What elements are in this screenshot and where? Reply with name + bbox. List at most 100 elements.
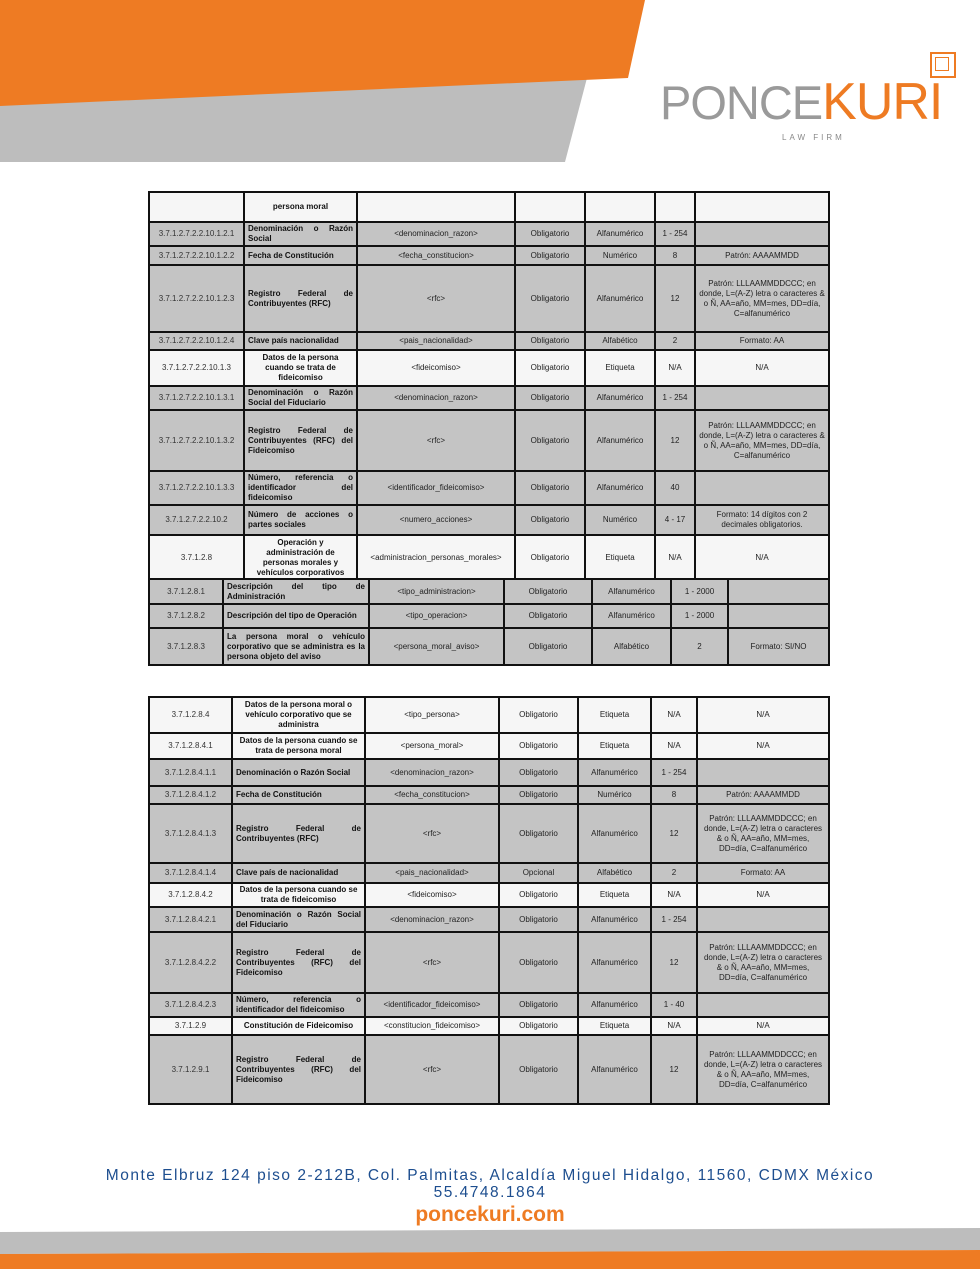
- field-code-cell: 3.7.1.2.7.2.2.10.1.3.1: [148, 385, 245, 411]
- table-row: 3.7.1.2.8.4.1.2 Fecha de Constitución <fec…: [148, 785, 830, 805]
- field-name-cell: Descripción del tipo de Operación: [222, 603, 370, 629]
- xml-tag-cell: <constitucion_fideicomiso>: [364, 1016, 500, 1036]
- field-code-cell: 3.7.1.2.7.2.2.10.1.2.3: [148, 264, 245, 333]
- requirement-cell: Obligatorio: [514, 264, 586, 333]
- length-cell: 12: [654, 409, 696, 472]
- field-code-cell: 3.7.1.2.7.2.2.10.1.2.1: [148, 221, 245, 247]
- table-row: 3.7.1.2.8.4.1.3 Registro Federal de Contr…: [148, 803, 830, 864]
- xml-tag-cell: <identificador_fideicomiso>: [356, 470, 516, 506]
- field-code-cell: 3.7.1.2.8.4.1: [148, 732, 233, 760]
- field-name-cell: Denominación o Razón Social del Fiduciar…: [243, 385, 358, 411]
- table-row: 3.7.1.2.7.2.2.10.1.3.2 Registro Federal d…: [148, 409, 830, 472]
- field-code-cell: 3.7.1.2.8.3: [148, 627, 224, 666]
- length-cell: N/A: [650, 732, 698, 760]
- field-name-cell: Denominación o Razón Social: [231, 758, 366, 787]
- data-type-cell: Numérico: [584, 245, 656, 266]
- xml-tag-cell: <fecha_constitucion>: [356, 245, 516, 266]
- data-type-cell: Alfabético: [584, 331, 656, 351]
- notes-cell: [696, 906, 830, 933]
- field-name-cell: Registro Federal de Contribuyentes (RFC)…: [231, 931, 366, 994]
- requirement-cell: Obligatorio: [503, 603, 593, 629]
- length-cell: N/A: [654, 534, 696, 581]
- footer-orange-band: [0, 1250, 980, 1269]
- table-row: 3.7.1.2.7.2.2.10.1.3 Datos de la persona …: [148, 349, 830, 387]
- length-cell: N/A: [650, 696, 698, 734]
- length-cell: 8: [654, 245, 696, 266]
- table-row: persona moral: [148, 191, 830, 223]
- requirement-cell: Obligatorio: [498, 803, 579, 864]
- field-name-cell: Registro Federal de Contribuyentes (RFC)…: [231, 1034, 366, 1105]
- data-type-cell: Alfanumérico: [591, 603, 672, 629]
- table-row: 3.7.1.2.8 Operación y administración de p…: [148, 534, 830, 581]
- field-code-cell: 3.7.1.2.8.4: [148, 696, 233, 734]
- notes-cell: [694, 470, 830, 506]
- footer-website[interactable]: poncekuri.com: [415, 1203, 565, 1226]
- xml-tag-cell: <fecha_constitucion>: [364, 785, 500, 805]
- xml-tag-cell: <administracion_personas_morales>: [356, 534, 516, 581]
- notes-cell: Patrón: LLLAAMMDDCCC; en donde, L=(A-Z) …: [696, 803, 830, 864]
- data-type-cell: Alfanumérico: [577, 906, 652, 933]
- requirement-cell: Obligatorio: [498, 732, 579, 760]
- field-code-cell: 3.7.1.2.9: [148, 1016, 233, 1036]
- notes-cell: N/A: [696, 1016, 830, 1036]
- length-cell: [654, 191, 696, 223]
- field-name-cell: Descripción del tipo de Administración: [222, 578, 370, 605]
- data-type-cell: Alfanumérico: [577, 992, 652, 1018]
- data-type-cell: Numérico: [584, 504, 656, 536]
- field-name-cell: Fecha de Constitución: [231, 785, 366, 805]
- table-row: 3.7.1.2.8.4.1.1 Denominación o Razón Soci…: [148, 758, 830, 787]
- footer-address-block: Monte Elbruz 124 piso 2-212B, Col. Palmi…: [0, 1167, 980, 1201]
- field-name-cell: Datos de la persona cuando se trata de p…: [231, 732, 366, 760]
- header-orange-band: [0, 0, 645, 106]
- table-row: 3.7.1.2.8.4 Datos de la persona moral o v…: [148, 696, 830, 734]
- table-row: 3.7.1.2.8.4.2.1 Denominación o Razón Soci…: [148, 906, 830, 933]
- requirement-cell: Obligatorio: [514, 245, 586, 266]
- field-name-cell: Constitución de Fideicomiso: [231, 1016, 366, 1036]
- field-code-cell: 3.7.1.2.8.2: [148, 603, 224, 629]
- notes-cell: Patrón: LLLAAMMDDCCC; en donde, L=(A-Z) …: [696, 1034, 830, 1105]
- xml-tag-cell: <numero_acciones>: [356, 504, 516, 536]
- notes-cell: N/A: [694, 349, 830, 387]
- field-name-cell: Datos de la persona moral o vehículo cor…: [231, 696, 366, 734]
- field-code-cell: 3.7.1.2.8.4.1.4: [148, 862, 233, 884]
- length-cell: 2: [654, 331, 696, 351]
- table-row: 3.7.1.2.8.4.2 Datos de la persona cuando …: [148, 882, 830, 908]
- table-row: 3.7.1.2.8.4.1.4 Clave país de nacionalida…: [148, 862, 830, 884]
- data-type-cell: Numérico: [577, 785, 652, 805]
- notes-cell: [694, 385, 830, 411]
- requirement-cell: Obligatorio: [498, 785, 579, 805]
- field-code-cell: 3.7.1.2.8: [148, 534, 245, 581]
- requirement-cell: Obligatorio: [503, 627, 593, 666]
- field-name-cell: La persona moral o vehículo corporativo …: [222, 627, 370, 666]
- requirement-cell: Obligatorio: [514, 349, 586, 387]
- requirement-cell: Obligatorio: [514, 504, 586, 536]
- table-row: 3.7.1.2.8.4.1 Datos de la persona cuando …: [148, 732, 830, 760]
- schema-table-2: 3.7.1.2.8.4 Datos de la persona moral o v…: [148, 696, 830, 1105]
- length-cell: 2: [650, 862, 698, 884]
- xml-tag-cell: <pais_nacionalidad>: [364, 862, 500, 884]
- length-cell: N/A: [650, 1016, 698, 1036]
- field-code-cell: 3.7.1.2.8.4.1.3: [148, 803, 233, 864]
- table-row: 3.7.1.2.7.2.2.10.1.2.2 Fecha de Constituc…: [148, 245, 830, 266]
- xml-tag-cell: <denominacion_razon>: [356, 385, 516, 411]
- field-code-cell: 3.7.1.2.7.2.2.10.1.3.3: [148, 470, 245, 506]
- data-type-cell: Etiqueta: [577, 696, 652, 734]
- table-row: 3.7.1.2.7.2.2.10.1.2.1 Denominación o Raz…: [148, 221, 830, 247]
- xml-tag-cell: <persona_moral>: [364, 732, 500, 760]
- notes-cell: [694, 191, 830, 223]
- length-cell: 1 - 2000: [670, 603, 729, 629]
- xml-tag-cell: <tipo_operacion>: [368, 603, 505, 629]
- notes-cell: Patrón: LLLAAMMDDCCC; en donde, L=(A-Z) …: [694, 409, 830, 472]
- notes-cell: N/A: [694, 534, 830, 581]
- requirement-cell: Obligatorio: [498, 696, 579, 734]
- table-row: 3.7.1.2.8.1 Descripción del tipo de Admin…: [148, 578, 830, 605]
- field-code-cell: 3.7.1.2.8.4.2: [148, 882, 233, 908]
- schema-table-1-continued: 3.7.1.2.8.1 Descripción del tipo de Admin…: [148, 578, 830, 666]
- length-cell: 12: [650, 931, 698, 994]
- xml-tag-cell: <rfc>: [356, 409, 516, 472]
- table-row: 3.7.1.2.9 Constitución de Fideicomiso <con…: [148, 1016, 830, 1036]
- notes-cell: [696, 992, 830, 1018]
- notes-cell: Formato: AA: [696, 862, 830, 884]
- footer-gray-band: [0, 1228, 980, 1254]
- requirement-cell: Obligatorio: [514, 409, 586, 472]
